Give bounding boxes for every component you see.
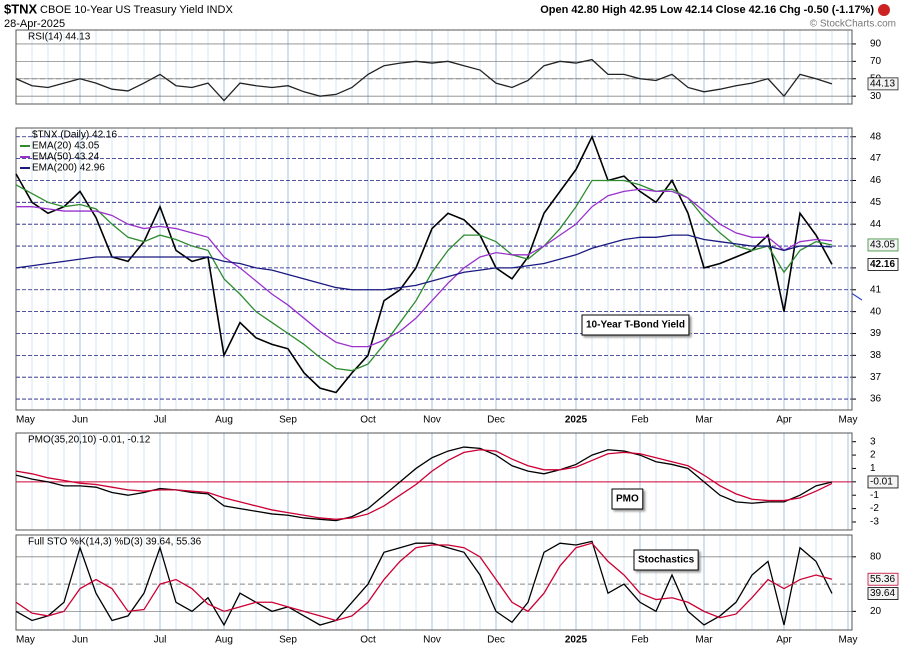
y-tick-label: 30: [870, 91, 882, 102]
panel-legend: PMO(35,20,10) -0.01, -0.12: [28, 435, 151, 446]
x-tick-label: Oct: [360, 415, 376, 426]
x-tick-label: Feb: [631, 635, 649, 646]
series-line: [15, 542, 833, 622]
legend-entry: EMA(50) 43.24: [32, 152, 100, 163]
x-tick-label: Apr: [776, 415, 792, 426]
panel-legend: RSI(14) 44.13: [28, 32, 91, 43]
x-tick-label: Aug: [215, 415, 233, 426]
annotation: 10-Year T-Bond Yield: [586, 320, 685, 331]
x-tick-label: May: [16, 415, 35, 426]
y-tick-label: 90: [870, 39, 882, 50]
x-tick-label: Oct: [360, 635, 376, 646]
value-tag: [867, 572, 899, 586]
x-tick-label: May: [16, 635, 35, 646]
value-tag-label: -0.01: [870, 477, 893, 488]
x-tick-label: Dec: [487, 635, 505, 646]
y-tick-label: 44: [870, 219, 882, 230]
y-tick-label: 37: [870, 372, 882, 383]
x-tick-label: Jul: [154, 415, 167, 426]
x-tick-label: Jun: [72, 635, 88, 646]
value-tag-label: 44.13: [870, 79, 895, 90]
y-tick-label: 80: [870, 551, 882, 562]
y-tick-label: -3: [870, 517, 879, 528]
series-line: [15, 58, 833, 102]
y-tick-label: 48: [870, 131, 882, 142]
trendlines: [15, 30, 863, 630]
series-line: [15, 234, 833, 291]
annotation: Stochastics: [638, 555, 695, 566]
legend-entry: EMA(20) 43.05: [32, 141, 100, 152]
x-tick-label: Mar: [695, 415, 713, 426]
y-tick-label: 45: [870, 197, 882, 208]
legend-entry: $TNX (Daily) 42.16: [32, 130, 117, 141]
x-tick-label: Nov: [423, 415, 441, 426]
value-tag-label: 42.16: [870, 259, 895, 270]
x-tick-label: 2025: [565, 635, 588, 646]
y-tick-label: 46: [870, 175, 882, 186]
x-tick-label: 2025: [565, 415, 588, 426]
y-tick-label: 38: [870, 350, 882, 361]
annotation-box: [581, 314, 690, 336]
y-tick-label: 1: [870, 463, 876, 474]
series-line: [15, 134, 833, 394]
value-tag-label: 55.36: [870, 574, 895, 585]
x-tick-label: Apr: [776, 635, 792, 646]
symbol: $TNX: [4, 1, 38, 16]
y-tick-label: 3: [870, 436, 876, 447]
x-tick-label: May: [839, 415, 858, 426]
x-tick-label: May: [839, 635, 858, 646]
annotation: PMO: [616, 494, 639, 505]
x-tick-label: Mar: [695, 635, 713, 646]
y-tick-label: 36: [870, 394, 882, 405]
x-tick-label: Aug: [215, 635, 233, 646]
x-tick-label: Feb: [631, 415, 649, 426]
y-tick-label: 47: [870, 153, 882, 164]
y-tick-label: 2: [870, 450, 876, 461]
y-tick-label: -2: [870, 503, 879, 514]
legend-entry: EMA(200) 42.96: [32, 163, 105, 174]
annotation-box: [611, 488, 644, 510]
date: 28-Apr-2025: [4, 18, 65, 30]
down-icon: [878, 4, 890, 16]
y-tick-label: 70: [870, 56, 882, 67]
panel-legend: Full STO %K(14,3) %D(3) 39.64, 55.36: [28, 537, 202, 548]
series-line: [16, 188, 833, 348]
value-tag: [867, 238, 899, 252]
panel-frame: [15, 534, 853, 631]
x-tick-label: Nov: [423, 635, 441, 646]
credit: © StockCharts.com: [810, 19, 896, 30]
x-tick-label: Sep: [279, 635, 297, 646]
value-tag: [867, 475, 899, 489]
quote: Open 42.80 High 42.95 Low 42.14 Close 42…: [540, 4, 874, 16]
series-line: [15, 449, 833, 520]
y-tick-label: 40: [870, 306, 882, 317]
x-tick-label: Dec: [487, 415, 505, 426]
y-tick-label: 41: [870, 284, 882, 295]
y-tick-label: 20: [870, 606, 882, 617]
series-line: [15, 540, 833, 627]
value-tag: [867, 587, 899, 600]
y-tick-label: -1: [870, 490, 879, 501]
value-tag: [867, 258, 899, 271]
x-tick-label: Jun: [72, 415, 88, 426]
series-line: [15, 179, 833, 372]
panel-frame: [15, 127, 853, 411]
y-tick-label: 39: [870, 328, 882, 339]
value-tag-label: 43.05: [870, 240, 895, 251]
value-tag-label: 39.64: [870, 588, 895, 599]
x-tick-label: Sep: [279, 415, 297, 426]
security-name: CBOE 10-Year US Treasury Yield INDX: [40, 4, 233, 16]
panel-frame: [15, 432, 853, 531]
annotation-box: [633, 549, 699, 571]
panel-background: [16, 30, 852, 104]
panel-frame: [15, 29, 853, 105]
x-tick-label: Jul: [154, 635, 167, 646]
value-tag: [867, 77, 899, 91]
